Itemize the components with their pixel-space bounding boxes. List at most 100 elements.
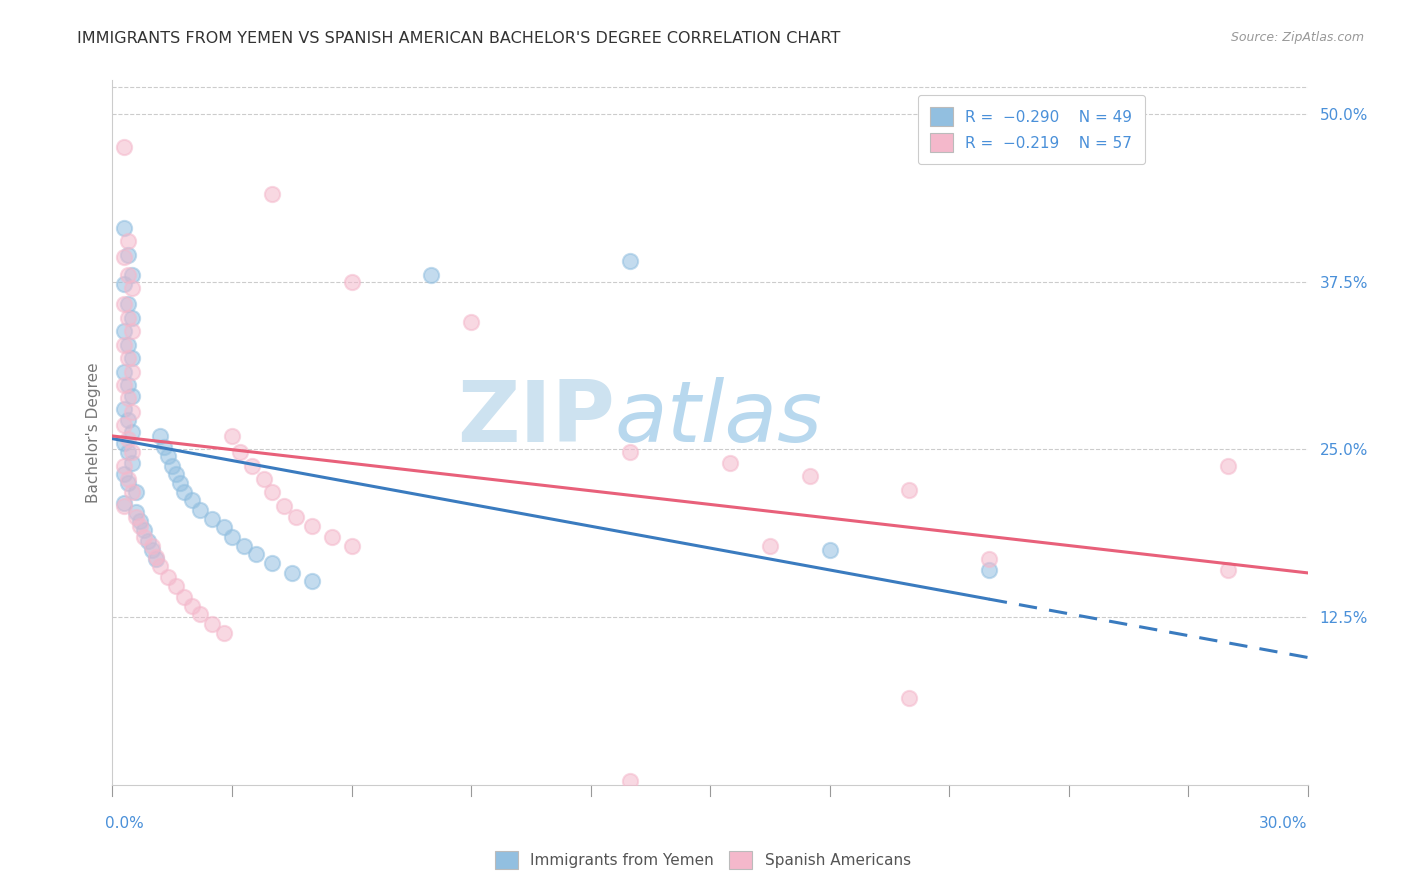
Point — [114, 365, 135, 379]
Point — [121, 405, 143, 419]
Point — [162, 458, 183, 473]
Point — [301, 519, 323, 533]
Legend: R =  −0.290    N = 49, R =  −0.219    N = 57: R = −0.290 N = 49, R = −0.219 N = 57 — [918, 95, 1144, 164]
Point — [201, 616, 224, 631]
Point — [114, 467, 135, 481]
Point — [117, 310, 139, 325]
Point — [253, 472, 276, 486]
Point — [301, 574, 323, 588]
Point — [114, 221, 135, 235]
Point — [229, 445, 252, 459]
Text: atlas: atlas — [614, 377, 823, 460]
Point — [281, 566, 304, 580]
Point — [114, 337, 135, 351]
Point — [121, 310, 143, 325]
Point — [117, 248, 139, 262]
Point — [121, 485, 143, 500]
Point — [117, 268, 139, 282]
Point — [117, 475, 139, 490]
Point — [460, 315, 482, 329]
Point — [173, 485, 195, 500]
Legend: Immigrants from Yemen, Spanish Americans: Immigrants from Yemen, Spanish Americans — [489, 845, 917, 875]
Point — [117, 472, 139, 486]
Point — [181, 599, 204, 614]
Point — [340, 275, 363, 289]
Point — [977, 552, 1000, 566]
Point — [260, 557, 283, 571]
Point — [121, 445, 143, 459]
Point — [169, 475, 191, 490]
Point — [245, 547, 267, 561]
Point — [165, 467, 187, 481]
Point — [799, 469, 821, 483]
Point — [125, 485, 148, 500]
Point — [117, 235, 139, 249]
Point — [138, 533, 160, 548]
Point — [977, 563, 1000, 577]
Point — [157, 449, 180, 463]
Point — [134, 530, 156, 544]
Text: 30.0%: 30.0% — [1260, 816, 1308, 831]
Point — [114, 140, 135, 154]
Point — [260, 187, 283, 202]
Point — [260, 485, 283, 500]
Point — [114, 418, 135, 433]
Point — [1216, 458, 1239, 473]
Text: 0.0%: 0.0% — [105, 816, 145, 831]
Point — [114, 435, 135, 450]
Point — [818, 543, 841, 558]
Point — [273, 499, 295, 513]
Point — [149, 559, 172, 574]
Point — [114, 499, 135, 513]
Point — [233, 539, 256, 553]
Point — [212, 626, 235, 640]
Text: IMMIGRANTS FROM YEMEN VS SPANISH AMERICAN BACHELOR'S DEGREE CORRELATION CHART: IMMIGRANTS FROM YEMEN VS SPANISH AMERICA… — [77, 31, 841, 46]
Point — [125, 509, 148, 524]
Point — [121, 365, 143, 379]
Point — [114, 402, 135, 417]
Point — [114, 378, 135, 392]
Point — [181, 493, 204, 508]
Point — [221, 429, 243, 443]
Point — [125, 506, 148, 520]
Point — [117, 445, 139, 459]
Point — [117, 432, 139, 446]
Point — [201, 512, 224, 526]
Point — [114, 277, 135, 292]
Point — [121, 268, 143, 282]
Point — [114, 251, 135, 265]
Text: ZIP: ZIP — [457, 377, 614, 460]
Point — [114, 458, 135, 473]
Point — [149, 429, 172, 443]
Point — [420, 268, 443, 282]
Point — [898, 483, 921, 497]
Text: Source: ZipAtlas.com: Source: ZipAtlas.com — [1230, 31, 1364, 45]
Point — [284, 509, 307, 524]
Point — [153, 440, 176, 454]
Point — [121, 389, 143, 403]
Point — [1216, 563, 1239, 577]
Point — [121, 351, 143, 365]
Point — [898, 690, 921, 705]
Point — [141, 543, 163, 558]
Point — [121, 281, 143, 295]
Point — [212, 520, 235, 534]
Point — [114, 324, 135, 338]
Point — [145, 549, 167, 564]
Point — [129, 519, 152, 533]
Point — [619, 445, 641, 459]
Point — [165, 579, 187, 593]
Point — [141, 539, 163, 553]
Point — [117, 337, 139, 351]
Point — [117, 297, 139, 311]
Point — [134, 523, 156, 537]
Point — [114, 297, 135, 311]
Point — [173, 590, 195, 604]
Point — [188, 503, 211, 517]
Point — [157, 570, 180, 584]
Point — [121, 324, 143, 338]
Point — [340, 539, 363, 553]
Point — [117, 378, 139, 392]
Point — [129, 514, 152, 528]
Point — [114, 496, 135, 510]
